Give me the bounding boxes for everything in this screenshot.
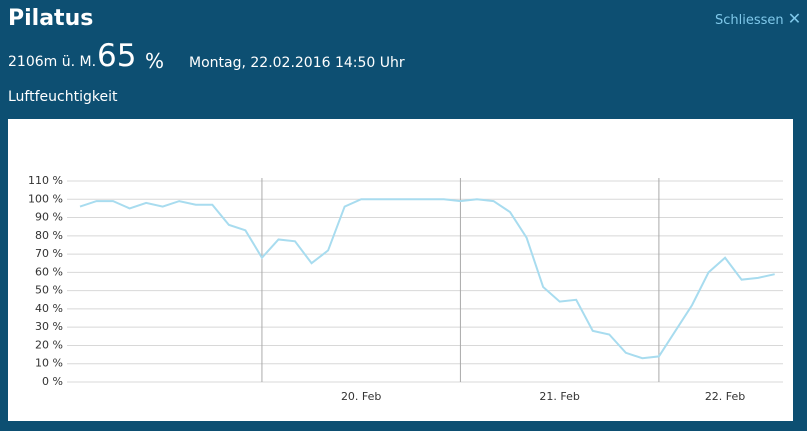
- chart-panel: [8, 119, 793, 421]
- y-tick-label: 70 %: [35, 247, 63, 260]
- x-tick-label: 22. Feb: [705, 390, 745, 403]
- y-tick-label: 40 %: [35, 302, 63, 315]
- y-tick-label: 60 %: [35, 265, 63, 278]
- y-tick-label: 10 %: [35, 357, 63, 370]
- x-tick-label: 21. Feb: [539, 390, 579, 403]
- elevation: 2106m ü. M.: [8, 54, 97, 70]
- station-title: Pilatus: [8, 6, 94, 31]
- measure-label: Luftfeuchtigkeit: [8, 89, 118, 105]
- y-tick-label: 0 %: [42, 375, 63, 388]
- y-tick-label: 50 %: [35, 284, 63, 297]
- y-tick-label: 20 %: [35, 338, 63, 351]
- y-tick-label: 110 %: [28, 174, 63, 187]
- reading: 65: [97, 38, 137, 74]
- close-label: Schliessen: [715, 13, 784, 28]
- data-line: [79, 198, 775, 360]
- reading-unit: %: [145, 49, 165, 73]
- close-button[interactable]: Schliessen ✕: [715, 9, 801, 28]
- y-tick-label: 30 %: [35, 320, 63, 333]
- timestamp: Montag, 22.02.2016 14:50 Uhr: [189, 55, 405, 71]
- y-tick-label: 90 %: [35, 211, 63, 224]
- x-tick-label: 20. Feb: [341, 390, 381, 403]
- y-tick-label: 80 %: [35, 229, 63, 242]
- close-icon: ✕: [787, 9, 802, 28]
- y-tick-label: 100 %: [28, 192, 63, 205]
